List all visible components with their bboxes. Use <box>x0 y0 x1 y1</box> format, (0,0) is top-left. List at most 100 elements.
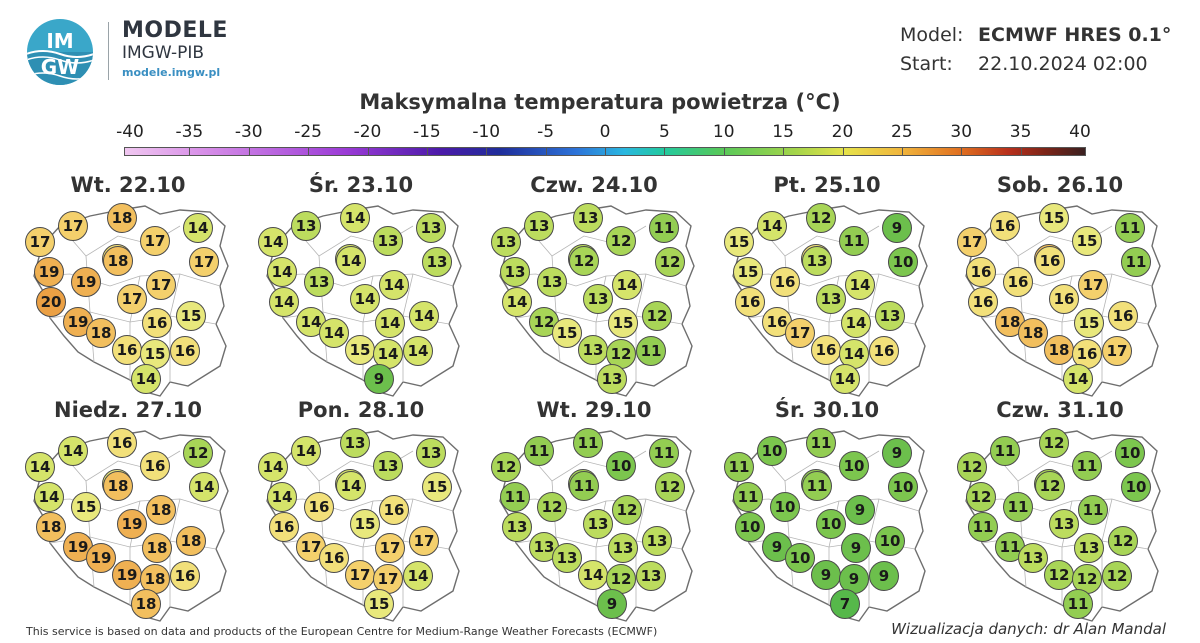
brand-url-link[interactable]: modele.imgw.pl <box>122 66 221 79</box>
temperature-marker: 12 <box>1108 526 1138 556</box>
region-border <box>965 273 1153 287</box>
temperature-marker: 14 <box>403 336 433 366</box>
temperature-marker: 14 <box>267 257 297 287</box>
temperature-marker: 19 <box>117 509 147 539</box>
temperature-marker: 16 <box>735 287 765 317</box>
temperature-marker: 14 <box>830 364 860 394</box>
start-value: 22.10.2024 02:00 <box>978 53 1148 75</box>
colorbar-tick <box>605 147 606 156</box>
temperature-marker: 13 <box>1018 543 1048 573</box>
poland-forecast-map: 1011911101011111110101099109109997 <box>719 421 939 641</box>
temperature-marker: 12 <box>537 492 567 522</box>
temperature-marker: 13 <box>875 301 905 331</box>
temperature-marker: 14 <box>379 270 409 300</box>
temperature-marker: 15 <box>733 257 763 287</box>
temperature-marker: 16 <box>1049 284 1079 314</box>
temperature-marker: 13 <box>502 512 532 542</box>
temperature-marker: 19 <box>112 560 142 590</box>
panel-date-title: Śr. 30.10 <box>774 398 880 422</box>
temperature-marker: 14 <box>336 471 366 501</box>
temperature-marker: 16 <box>140 451 170 481</box>
temperature-marker: 15 <box>608 308 638 338</box>
temperature-marker: 10 <box>606 451 636 481</box>
colorbar-tick <box>901 147 903 156</box>
temperature-marker: 15 <box>364 589 394 619</box>
temperature-marker: 16 <box>107 428 137 458</box>
panel-date-title: Pon. 28.10 <box>297 398 425 422</box>
start-info: Start: 22.10.2024 02:00 <box>900 55 1148 74</box>
visualization-credit: Wizualizacja danych: dr Alan Mandal <box>891 620 1166 638</box>
temperature-marker: 16 <box>770 267 800 297</box>
temperature-marker: 12 <box>569 246 599 276</box>
panel-date-title: Wt. 22.10 <box>70 173 186 197</box>
temperature-marker: 12 <box>655 472 685 502</box>
scale-tick-label: -15 <box>412 122 441 142</box>
temperature-marker: 11 <box>1063 589 1093 619</box>
temperature-marker: 16 <box>1035 246 1065 276</box>
temperature-marker: 15 <box>724 227 754 257</box>
colorbar-tick <box>842 147 844 156</box>
colorbar-tick <box>486 147 488 156</box>
temperature-marker: 11 <box>990 436 1020 466</box>
poland-forecast-map: 1314131413131414141314141414141414151414… <box>253 196 473 416</box>
temperature-marker: 13 <box>416 213 446 243</box>
temperature-marker: 10 <box>888 472 918 502</box>
brand-divider <box>108 22 109 80</box>
temperature-marker: 9 <box>841 533 871 563</box>
temperature-marker: 14 <box>269 287 299 317</box>
temperature-marker: 15 <box>552 318 582 348</box>
temperature-marker: 16 <box>1003 267 1033 297</box>
temperature-marker: 14 <box>340 203 370 233</box>
temperature-marker: 13 <box>608 533 638 563</box>
temperature-marker: 17 <box>957 227 987 257</box>
temperature-marker: 14 <box>336 246 366 276</box>
temperature-marker: 14 <box>267 482 297 512</box>
temperature-marker: 15 <box>176 301 206 331</box>
ecmwf-attribution: This service is based on data and produc… <box>26 625 658 638</box>
colorbar-tick <box>545 147 547 156</box>
temperature-marker: 11 <box>839 226 869 256</box>
temperature-marker: 13 <box>500 257 530 287</box>
temperature-marker: 16 <box>869 336 899 366</box>
temperature-marker: 11 <box>802 471 832 501</box>
temperature-marker: 17 <box>146 270 176 300</box>
temperature-marker: 15 <box>1072 226 1102 256</box>
scale-tick-label: 5 <box>658 122 670 142</box>
temperature-marker: 17 <box>189 247 219 277</box>
temperature-marker: 9 <box>869 561 899 591</box>
scale-tick-label: -5 <box>537 122 555 142</box>
temperature-marker: 13 <box>1074 533 1104 563</box>
temperature-marker: 20 <box>36 287 66 317</box>
temperature-marker: 11 <box>649 213 679 243</box>
model-info: Model: ECMWF HRES 0.1° <box>900 26 1171 45</box>
temperature-marker: 10 <box>875 526 905 556</box>
temperature-marker: 12 <box>606 226 636 256</box>
poland-forecast-map: 1112101211101212121113111111121313121212… <box>952 421 1172 641</box>
temperature-marker: 19 <box>86 543 116 573</box>
temperature-marker: 11 <box>500 482 530 512</box>
temperature-marker: 13 <box>291 211 321 241</box>
temperature-marker: 14 <box>296 307 326 337</box>
temperature-marker: 14 <box>409 301 439 331</box>
model-label: Model: <box>900 24 964 46</box>
temperature-marker: 18 <box>1018 318 1048 348</box>
temperature-marker: 9 <box>364 364 394 394</box>
colorbar-tick <box>308 147 310 156</box>
temperature-marker: 18 <box>36 512 66 542</box>
temperature-marker: 16 <box>319 543 349 573</box>
temperature-marker: 19 <box>34 257 64 287</box>
colorbar-tick <box>1020 147 1022 156</box>
colorbar-tick <box>723 147 725 156</box>
temperature-marker: 14 <box>258 227 288 257</box>
temperature-marker: 13 <box>422 247 452 277</box>
temperature-marker: 11 <box>569 471 599 501</box>
temperature-marker: 15 <box>350 509 380 539</box>
temperature-marker: 11 <box>649 438 679 468</box>
colorbar-tick <box>426 147 428 156</box>
temperature-marker: 15 <box>422 472 452 502</box>
temperature-marker: 10 <box>1115 438 1145 468</box>
poland-forecast-map: 1416121416141518141519181819181819191816… <box>20 421 240 641</box>
logo-text-top: IM <box>46 29 73 53</box>
scale-tick-label: 30 <box>950 122 973 142</box>
temperature-marker: 13 <box>573 203 603 233</box>
